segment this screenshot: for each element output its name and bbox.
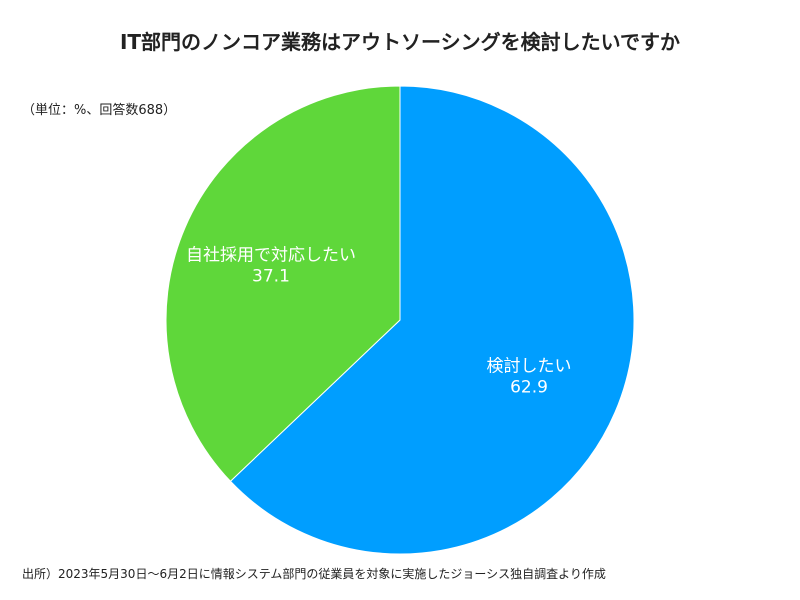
slice-label-2: 自社採用で対応したい bbox=[186, 246, 356, 266]
pie-slice-2 bbox=[165, 85, 401, 482]
source-note: 出所）2023年5月30日〜6月2日に情報システム部門の従業員を対象に実施したジ… bbox=[22, 567, 606, 581]
slice-value-2: 37.1 bbox=[252, 267, 290, 287]
slice-label-1: 検討したい bbox=[487, 356, 572, 376]
unit-note: （単位：%、回答数688） bbox=[22, 103, 177, 118]
chart-title: IT部門のノンコア業務はアウトソーシングを検討したいですか bbox=[119, 30, 681, 54]
slice-value-1: 62.9 bbox=[510, 377, 548, 397]
pie-slice-1 bbox=[229, 85, 635, 555]
